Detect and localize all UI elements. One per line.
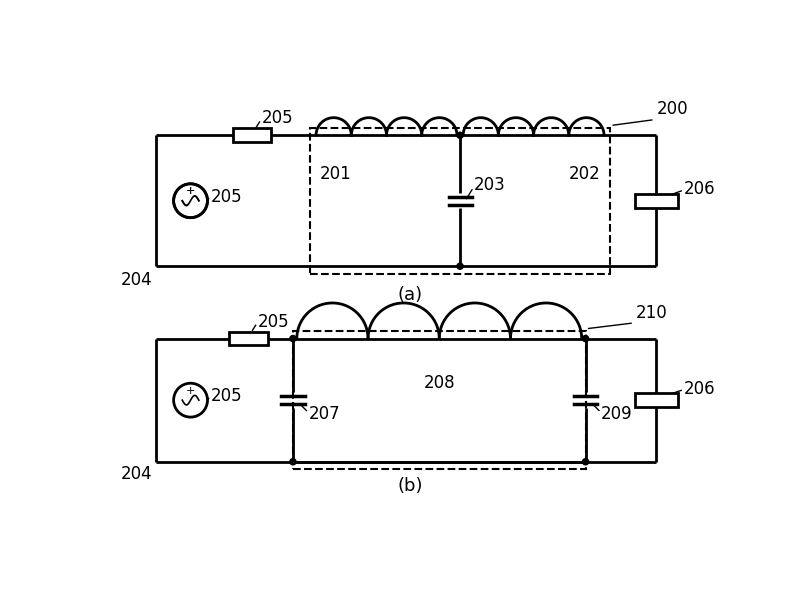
Circle shape (457, 132, 463, 138)
Text: (b): (b) (398, 478, 422, 495)
Text: +: + (186, 187, 195, 196)
Bar (635, 393, 678, 407)
Text: 201: 201 (320, 165, 352, 183)
Bar (233, 128, 271, 142)
Circle shape (582, 459, 589, 465)
Bar (635, 194, 678, 208)
Text: 204: 204 (121, 465, 152, 483)
Text: (a): (a) (398, 287, 422, 305)
Text: 210: 210 (636, 303, 667, 322)
Circle shape (457, 263, 463, 270)
Text: 205: 205 (210, 188, 242, 206)
Text: 207: 207 (308, 405, 340, 423)
Text: 205: 205 (262, 109, 293, 127)
Text: 204: 204 (121, 271, 152, 289)
Circle shape (582, 335, 589, 341)
Text: 208: 208 (423, 374, 455, 392)
Bar (293, 331, 586, 470)
Text: 209: 209 (601, 405, 633, 423)
Text: 200: 200 (657, 100, 688, 119)
Bar (229, 332, 267, 346)
Text: +: + (186, 187, 195, 196)
Circle shape (290, 335, 296, 341)
Text: 203: 203 (474, 176, 506, 194)
Text: 206: 206 (683, 379, 715, 398)
Circle shape (290, 459, 296, 465)
Text: +: + (186, 386, 195, 396)
Text: 205: 205 (210, 387, 242, 405)
Text: 205: 205 (258, 313, 289, 330)
Text: 202: 202 (569, 165, 600, 183)
Text: 206: 206 (683, 180, 715, 198)
Bar (310, 128, 610, 274)
